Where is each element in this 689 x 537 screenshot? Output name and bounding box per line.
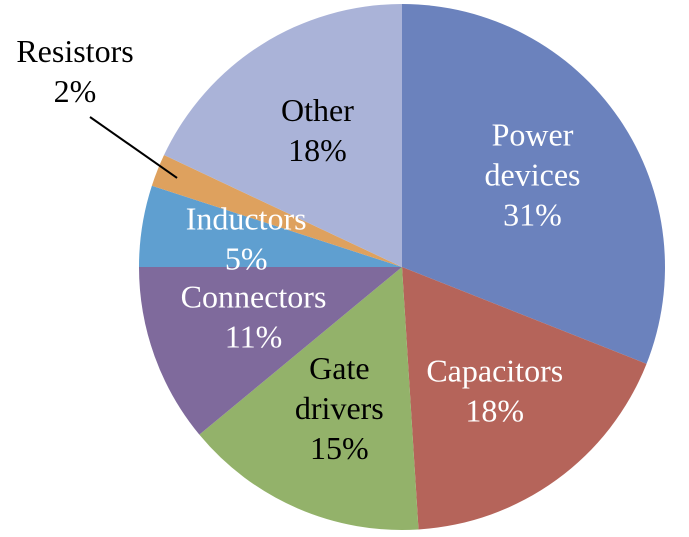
pie-slice xyxy=(199,267,419,530)
data-label: Resistors 2% xyxy=(16,33,133,109)
pie-slice xyxy=(402,4,665,364)
data-label: Power devices 31% xyxy=(485,117,581,233)
value-label: 18% xyxy=(465,393,524,429)
category-label-line: Capacitors xyxy=(426,353,563,389)
value-label: 18% xyxy=(288,132,347,168)
data-label: Inductors 5% xyxy=(186,201,307,277)
leader-line xyxy=(89,116,178,179)
data-label: Gate drivers 15% xyxy=(295,350,384,466)
category-label: Capacitors xyxy=(426,353,563,389)
value-label: 5% xyxy=(225,241,268,277)
category-label-line: Connectors xyxy=(181,279,327,315)
data-label: Connectors 11% xyxy=(181,279,327,355)
value-label: 2% xyxy=(54,73,97,109)
value-label: 11% xyxy=(225,319,282,355)
category-label: Inductors xyxy=(186,201,307,237)
category-label-line: Gate xyxy=(309,350,369,386)
category-label-line: drivers xyxy=(295,390,384,426)
category-label-line: Resistors xyxy=(16,33,133,69)
category-label-line: devices xyxy=(485,157,581,193)
category-label: Gate drivers xyxy=(295,350,384,426)
pie-slice xyxy=(139,267,402,435)
category-label: Resistors xyxy=(16,33,133,69)
category-label: Power devices xyxy=(485,117,581,193)
category-label-line: Other xyxy=(281,92,354,128)
category-label: Connectors xyxy=(181,279,327,315)
pie-slice xyxy=(139,185,402,267)
pie-slice xyxy=(402,267,647,530)
category-label: Other xyxy=(281,92,354,128)
data-label: Other 18% xyxy=(281,92,354,168)
pie-slice xyxy=(164,4,402,267)
category-label-line: Power xyxy=(492,117,574,153)
value-label: 15% xyxy=(310,430,369,466)
data-label: Capacitors 18% xyxy=(426,353,563,429)
value-label: 31% xyxy=(503,197,562,233)
category-label-line: Inductors xyxy=(186,201,307,237)
pie-slice xyxy=(151,155,402,267)
